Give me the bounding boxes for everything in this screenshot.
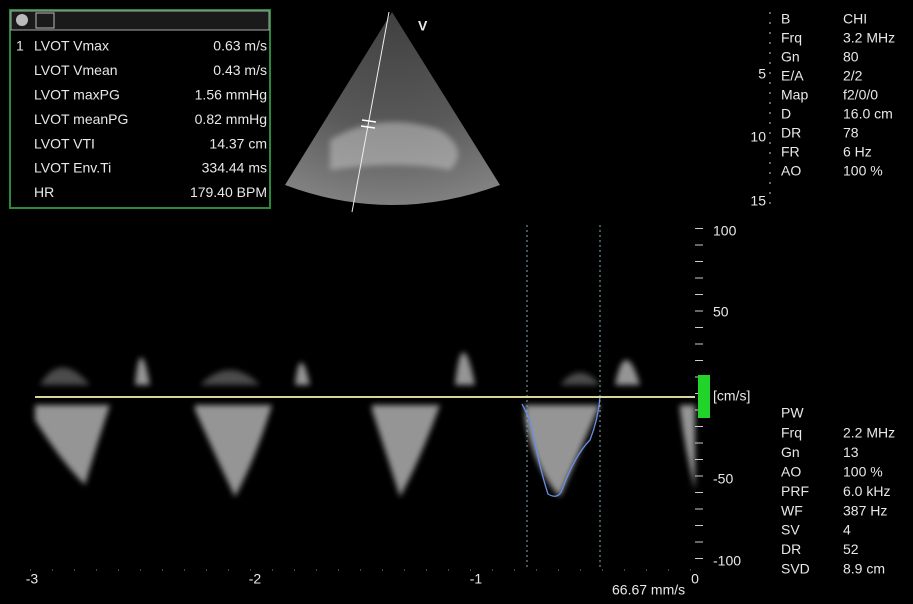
param-value: 6.0 kHz [843, 483, 890, 499]
page: 1 LVOT Vmax 0.63 m/s LVOT Vmean 0.43 m/s LVOT… [0, 0, 913, 604]
param-value: 52 [843, 541, 859, 557]
record-icon[interactable] [16, 14, 28, 26]
param-label: SVD [781, 561, 810, 577]
param-label: DR [781, 125, 801, 141]
time-label: -2 [249, 571, 262, 587]
depth-label: 10 [750, 129, 766, 145]
param-label: WF [781, 502, 803, 518]
velocity-label: -100 [713, 553, 741, 569]
ultrasound-screen: 1 LVOT Vmax 0.63 m/s LVOT Vmean 0.43 m/s LVOT… [0, 0, 913, 604]
row-index: 1 [16, 38, 24, 54]
time-label: -3 [26, 571, 39, 587]
param-value: 16.0 cm [843, 106, 893, 122]
param-value: 80 [843, 49, 859, 65]
measurement-label: LVOT meanPG [34, 111, 128, 127]
param-label: D [781, 106, 791, 122]
depth-label: 15 [750, 193, 766, 209]
param-label: PRF [781, 483, 809, 499]
param-value: CHI [843, 11, 867, 27]
sweep-speed: 66.67 mm/s [612, 582, 685, 598]
param-label: B [781, 11, 790, 27]
measurement-label: LVOT maxPG [34, 87, 120, 103]
measurement-label: LVOT Vmean [34, 62, 118, 78]
time-label: 0 [691, 571, 699, 587]
param-value: 387 Hz [843, 502, 887, 518]
measurement-value: 0.63 m/s [213, 38, 267, 54]
param-label: Gn [781, 444, 800, 460]
param-label: Map [781, 87, 808, 103]
velocity-label: -50 [713, 471, 733, 487]
param-value: 100 % [843, 163, 883, 179]
param-label: AO [781, 464, 801, 480]
param-label: DR [781, 541, 801, 557]
velocity-unit: [cm/s] [713, 388, 750, 404]
param-label: AO [781, 163, 801, 179]
measurement-value: 0.82 mmHg [195, 111, 267, 127]
param-label: E/A [781, 68, 804, 84]
measurement-value: 14.37 cm [209, 135, 267, 151]
measurement-value: 179.40 BPM [190, 184, 267, 200]
baseline-marker[interactable] [698, 375, 710, 418]
measurement-value: 334.44 ms [202, 160, 267, 176]
param-label: FR [781, 144, 800, 160]
param-value: 2/2 [843, 68, 863, 84]
param-value: 100 % [843, 464, 883, 480]
panel-header [11, 11, 269, 30]
velocity-label: 100 [713, 223, 737, 239]
param-label: Frq [781, 425, 802, 441]
probe-marker: V [418, 18, 428, 34]
param-value: 78 [843, 125, 859, 141]
param-label: SV [781, 522, 800, 538]
param-value: f2/0/0 [843, 87, 878, 103]
param-value: 3.2 MHz [843, 30, 895, 46]
pw-title: PW [781, 405, 804, 421]
velocity-label: 50 [713, 304, 729, 320]
param-label: Frq [781, 30, 802, 46]
measurement-value: 1.56 mmHg [195, 87, 267, 103]
param-value: 13 [843, 444, 859, 460]
param-value: 6 Hz [843, 144, 872, 160]
time-label: -1 [470, 571, 483, 587]
measurement-label: LVOT VTI [34, 135, 95, 151]
param-value: 4 [843, 522, 851, 538]
measurement-label: LVOT Env.Ti [34, 160, 111, 176]
measurement-value: 0.43 m/s [213, 62, 267, 78]
depth-label: 5 [758, 66, 766, 82]
param-value: 2.2 MHz [843, 425, 895, 441]
measurement-label: HR [34, 184, 54, 200]
param-value: 8.9 cm [843, 561, 885, 577]
measurement-label: LVOT Vmax [34, 38, 109, 54]
param-label: Gn [781, 49, 800, 65]
